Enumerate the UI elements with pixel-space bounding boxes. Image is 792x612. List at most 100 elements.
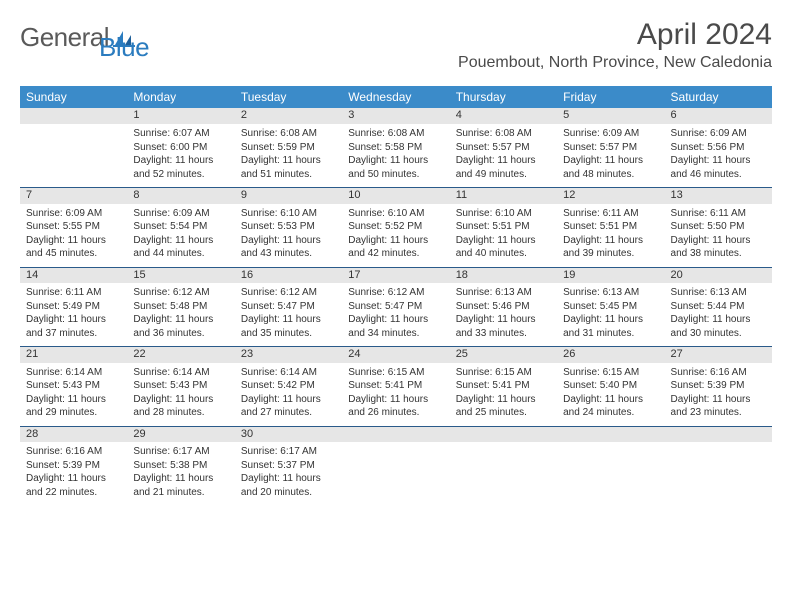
day-content-cell: Sunrise: 6:14 AMSunset: 5:43 PMDaylight:… [20,363,127,427]
day-number-cell: 15 [127,267,234,283]
sunrise-line: Sunrise: 6:10 AM [456,207,551,221]
daylight-line: Daylight: 11 hours and 22 minutes. [26,472,121,499]
day-number-row: 14151617181920 [20,267,772,283]
day-number-cell: 8 [127,188,234,204]
sunset-line: Sunset: 5:54 PM [133,220,228,234]
sunrise-line: Sunrise: 6:15 AM [348,366,443,380]
day-number-cell [342,426,449,442]
day-number-cell: 16 [235,267,342,283]
day-content-cell: Sunrise: 6:08 AMSunset: 5:59 PMDaylight:… [235,124,342,188]
day-number-row: 282930 [20,426,772,442]
day-content-cell [665,442,772,505]
day-number-cell: 6 [665,108,772,124]
day-number-cell: 12 [557,188,664,204]
sunset-line: Sunset: 5:38 PM [133,459,228,473]
sunrise-line: Sunrise: 6:08 AM [456,127,551,141]
weekday-header: Saturday [665,86,772,108]
day-number-cell: 19 [557,267,664,283]
daylight-line: Daylight: 11 hours and 45 minutes. [26,234,121,261]
day-content-cell: Sunrise: 6:09 AMSunset: 5:57 PMDaylight:… [557,124,664,188]
day-content-cell: Sunrise: 6:10 AMSunset: 5:52 PMDaylight:… [342,204,449,268]
daylight-line: Daylight: 11 hours and 27 minutes. [241,393,336,420]
daylight-line: Daylight: 11 hours and 43 minutes. [241,234,336,261]
sunset-line: Sunset: 5:51 PM [563,220,658,234]
day-content-cell: Sunrise: 6:07 AMSunset: 6:00 PMDaylight:… [127,124,234,188]
daylight-line: Daylight: 11 hours and 48 minutes. [563,154,658,181]
day-number-cell: 23 [235,347,342,363]
sunrise-line: Sunrise: 6:13 AM [456,286,551,300]
day-number-cell: 10 [342,188,449,204]
day-content-cell: Sunrise: 6:16 AMSunset: 5:39 PMDaylight:… [665,363,772,427]
day-content-cell: Sunrise: 6:09 AMSunset: 5:55 PMDaylight:… [20,204,127,268]
day-content-cell: Sunrise: 6:12 AMSunset: 5:48 PMDaylight:… [127,283,234,347]
title-block: April 2024 Pouembout, North Province, Ne… [458,18,772,72]
daylight-line: Daylight: 11 hours and 49 minutes. [456,154,551,181]
day-content-cell: Sunrise: 6:10 AMSunset: 5:53 PMDaylight:… [235,204,342,268]
sunset-line: Sunset: 5:57 PM [563,141,658,155]
day-number-cell: 9 [235,188,342,204]
weekday-header: Friday [557,86,664,108]
sunrise-line: Sunrise: 6:11 AM [26,286,121,300]
sunrise-line: Sunrise: 6:08 AM [241,127,336,141]
day-number-row: 123456 [20,108,772,124]
sunrise-line: Sunrise: 6:16 AM [671,366,766,380]
sunrise-line: Sunrise: 6:09 AM [26,207,121,221]
location-subtitle: Pouembout, North Province, New Caledonia [458,54,772,72]
month-title: April 2024 [458,18,772,52]
day-content-cell: Sunrise: 6:17 AMSunset: 5:38 PMDaylight:… [127,442,234,505]
day-number-cell: 29 [127,426,234,442]
daylight-line: Daylight: 11 hours and 51 minutes. [241,154,336,181]
sunrise-line: Sunrise: 6:11 AM [671,207,766,221]
sunrise-line: Sunrise: 6:10 AM [348,207,443,221]
sunset-line: Sunset: 5:39 PM [26,459,121,473]
daylight-line: Daylight: 11 hours and 33 minutes. [456,313,551,340]
day-content-row: Sunrise: 6:07 AMSunset: 6:00 PMDaylight:… [20,124,772,188]
day-content-cell: Sunrise: 6:15 AMSunset: 5:40 PMDaylight:… [557,363,664,427]
day-number-row: 21222324252627 [20,347,772,363]
day-content-cell [450,442,557,505]
day-content-cell: Sunrise: 6:14 AMSunset: 5:43 PMDaylight:… [127,363,234,427]
daylight-line: Daylight: 11 hours and 31 minutes. [563,313,658,340]
daylight-line: Daylight: 11 hours and 52 minutes. [133,154,228,181]
sunset-line: Sunset: 5:52 PM [348,220,443,234]
day-number-cell: 24 [342,347,449,363]
sunset-line: Sunset: 5:39 PM [671,379,766,393]
day-content-row: Sunrise: 6:11 AMSunset: 5:49 PMDaylight:… [20,283,772,347]
sunset-line: Sunset: 5:44 PM [671,300,766,314]
day-number-cell: 26 [557,347,664,363]
weekday-header-row: Sunday Monday Tuesday Wednesday Thursday… [20,86,772,108]
daylight-line: Daylight: 11 hours and 29 minutes. [26,393,121,420]
weekday-header: Monday [127,86,234,108]
day-number-cell: 13 [665,188,772,204]
weekday-header: Thursday [450,86,557,108]
sunset-line: Sunset: 5:56 PM [671,141,766,155]
sunrise-line: Sunrise: 6:09 AM [563,127,658,141]
sunset-line: Sunset: 5:51 PM [456,220,551,234]
day-content-cell: Sunrise: 6:13 AMSunset: 5:44 PMDaylight:… [665,283,772,347]
sunrise-line: Sunrise: 6:09 AM [133,207,228,221]
day-number-cell: 28 [20,426,127,442]
daylight-line: Daylight: 11 hours and 21 minutes. [133,472,228,499]
sunset-line: Sunset: 5:41 PM [348,379,443,393]
day-number-cell: 5 [557,108,664,124]
daylight-line: Daylight: 11 hours and 30 minutes. [671,313,766,340]
sunrise-line: Sunrise: 6:08 AM [348,127,443,141]
day-number-cell: 21 [20,347,127,363]
sunset-line: Sunset: 5:47 PM [348,300,443,314]
sunrise-line: Sunrise: 6:15 AM [563,366,658,380]
sunset-line: Sunset: 5:41 PM [456,379,551,393]
daylight-line: Daylight: 11 hours and 25 minutes. [456,393,551,420]
sunset-line: Sunset: 5:37 PM [241,459,336,473]
daylight-line: Daylight: 11 hours and 38 minutes. [671,234,766,261]
daylight-line: Daylight: 11 hours and 40 minutes. [456,234,551,261]
daylight-line: Daylight: 11 hours and 34 minutes. [348,313,443,340]
day-content-cell [557,442,664,505]
day-content-cell: Sunrise: 6:10 AMSunset: 5:51 PMDaylight:… [450,204,557,268]
day-number-cell: 18 [450,267,557,283]
sunset-line: Sunset: 5:42 PM [241,379,336,393]
logo-text-general: General [20,22,109,53]
day-number-cell: 1 [127,108,234,124]
day-number-cell: 14 [20,267,127,283]
day-content-cell: Sunrise: 6:12 AMSunset: 5:47 PMDaylight:… [342,283,449,347]
daylight-line: Daylight: 11 hours and 36 minutes. [133,313,228,340]
